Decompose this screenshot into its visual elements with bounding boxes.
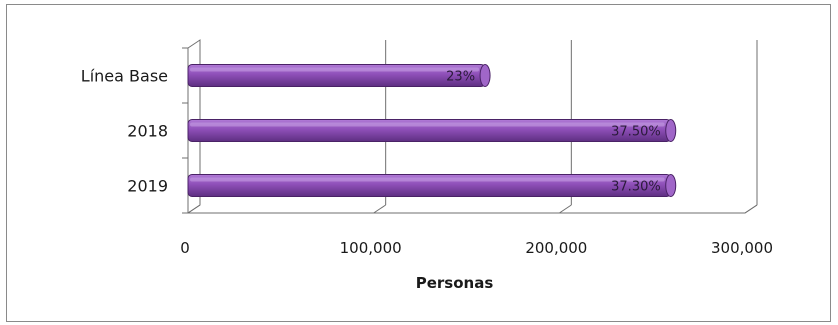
x-tick-label-0: 0 [180, 239, 190, 257]
x-tick-label-2: 200,000 [525, 239, 587, 257]
bar-cap-1 [665, 119, 677, 142]
data-label-1: 37.50% [611, 125, 661, 140]
floor-tick-1 [373, 204, 386, 214]
data-label-2: 37.30% [611, 180, 661, 195]
floor-tick-2 [559, 204, 572, 214]
x-tick-label-3: 300,000 [711, 239, 773, 257]
bar-1[interactable] [187, 119, 677, 142]
bar-highlight-0 [190, 67, 480, 72]
category-label-2: 2019 [127, 177, 168, 196]
value-axis-floor [188, 204, 758, 214]
floor-tick-3 [744, 204, 758, 214]
bar-0[interactable] [187, 64, 491, 87]
floor-tick-0 [187, 204, 201, 214]
x-tick-label-1: 100,000 [340, 239, 402, 257]
bar-highlight-1 [190, 122, 665, 127]
x-axis-title: Personas [416, 274, 494, 292]
data-label-0: 23% [446, 70, 475, 85]
category-label-1: 2018 [127, 122, 168, 141]
bar-highlight-2 [190, 177, 665, 182]
bar-2[interactable] [187, 174, 677, 197]
bar-cap-2 [665, 174, 677, 197]
chart-frame [6, 4, 831, 322]
bar-cap-0 [479, 64, 491, 87]
category-label-0: Línea Base [81, 67, 168, 86]
